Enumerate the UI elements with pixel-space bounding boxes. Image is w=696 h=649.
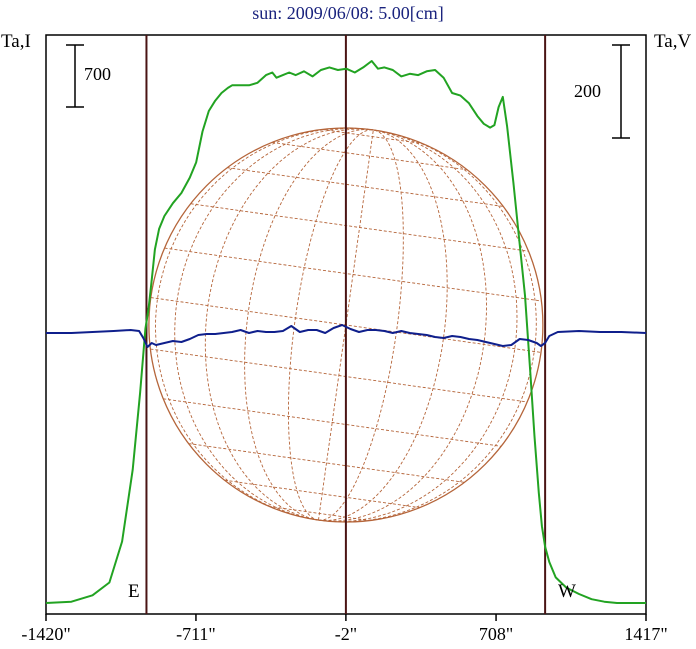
x-tick-label: -711" (176, 624, 216, 644)
x-tick-label: -2" (335, 624, 357, 644)
longitude-line (318, 129, 487, 522)
left-axis-label: Ta,I (1, 31, 31, 52)
series-layer (45, 60, 647, 604)
x-tick-label: -1420" (21, 624, 70, 644)
latitude-line (163, 398, 502, 447)
longitude-line (288, 129, 374, 521)
chart-title: sun: 2009/06/08: 5.00[cm] (252, 3, 444, 23)
x-axis-ticks: -1420" -711" -2" 708" 1417" (21, 614, 668, 644)
x-tick-label: 1417" (624, 624, 667, 644)
east-limb-label: E (128, 581, 140, 602)
x-tick-label: 708" (479, 624, 513, 644)
longitude-line (318, 129, 448, 521)
longitude-line (244, 129, 374, 521)
scale-bar-intensity-label: 700 (84, 64, 111, 84)
longitude-line (204, 128, 374, 521)
longitude-line (318, 129, 518, 522)
polarization-series-line (46, 324, 647, 348)
longitude-line (174, 128, 374, 521)
scale-bar-intensity: 700 (66, 44, 111, 108)
scale-bar-polarization-label: 200 (574, 81, 601, 101)
longitude-line (318, 129, 404, 521)
right-axis-label: Ta,V (654, 31, 691, 52)
scale-bar-polarization: 200 (574, 44, 630, 139)
west-limb-label: W (558, 581, 576, 602)
intensity-series-line (45, 60, 646, 604)
